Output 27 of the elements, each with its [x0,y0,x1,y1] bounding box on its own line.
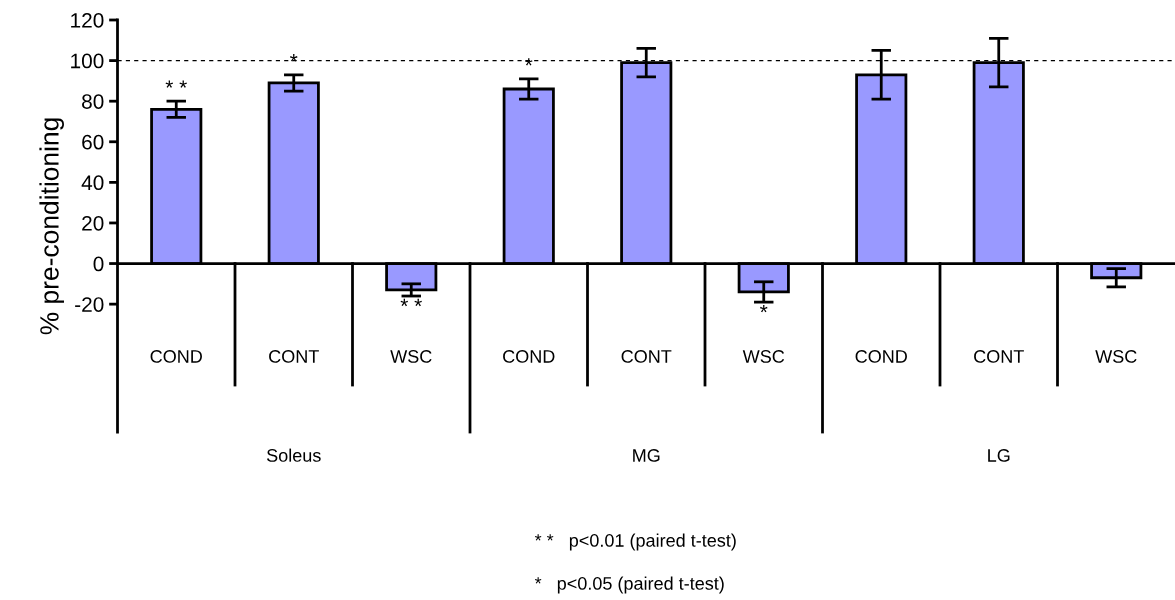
data-label: * [760,304,768,313]
y-tick-label: 40 [81,175,104,191]
y-tick-label: 20 [82,215,104,231]
x-tick-label: CONT [974,350,1024,363]
text: MG [633,449,660,462]
y-tick-label: 60 [82,134,104,150]
y-tick-label: 0 [93,256,104,272]
x-tick-label: COND [503,350,555,363]
y-tick-label: 120 [71,13,104,28]
y-tick-label: 100 [71,53,104,69]
data-label: * * [165,80,187,88]
x-tick-label: WSC [390,350,432,363]
y-tick-label: -20 [75,297,104,312]
y-tick-label: 80 [82,94,104,109]
data-label: * * [400,298,422,307]
x-tick-label: WSC [1095,350,1137,363]
x-tick-label: CONT [621,350,672,363]
data-label: * [290,54,298,62]
text: * p<0.05 (paired t-test) [534,576,724,594]
x-tick-label: COND [855,350,907,363]
text: LG [988,449,1010,462]
x-tick-label: CONT [269,350,319,363]
x-tick-label: COND [150,350,202,363]
text: * * p<0.01 (paired t-test) [534,533,736,551]
y-axis-title: % pre-conditioning [39,118,64,335]
text: Soleus [266,448,321,462]
x-tick-label: WSC [742,350,785,363]
